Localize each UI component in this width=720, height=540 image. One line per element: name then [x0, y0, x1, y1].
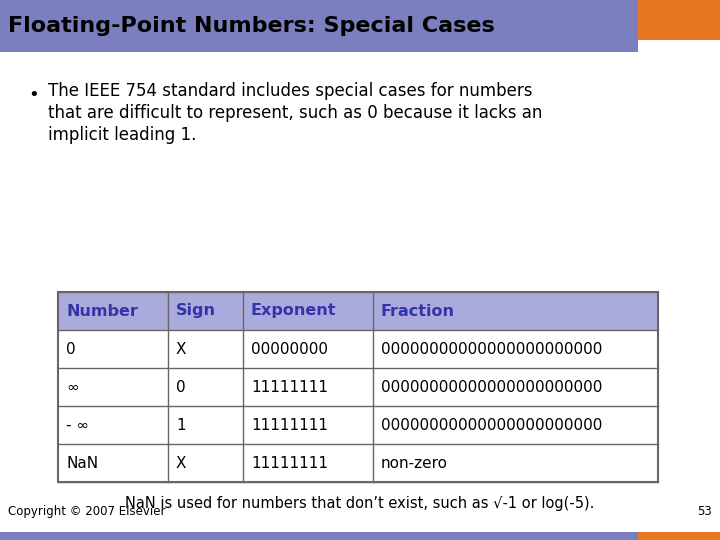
- Text: NaN is used for numbers that don’t exist, such as √-1 or log(-5).: NaN is used for numbers that don’t exist…: [125, 496, 595, 511]
- Bar: [58, 330, 658, 368]
- Text: Sign: Sign: [176, 303, 216, 319]
- Text: Copyright © 2007 Elsevier: Copyright © 2007 Elsevier: [8, 505, 166, 518]
- Text: 00000000000000000000000: 00000000000000000000000: [381, 341, 603, 356]
- Text: implicit leading 1.: implicit leading 1.: [48, 126, 197, 144]
- Bar: [0, 0, 638, 52]
- Text: Exponent: Exponent: [251, 303, 336, 319]
- Bar: [58, 292, 658, 482]
- Text: ∞: ∞: [66, 380, 78, 395]
- Text: The IEEE 754 standard includes special cases for numbers: The IEEE 754 standard includes special c…: [48, 82, 533, 100]
- Text: 00000000000000000000000: 00000000000000000000000: [381, 417, 603, 433]
- Text: non-zero: non-zero: [381, 456, 448, 470]
- Text: 00000000: 00000000: [251, 341, 328, 356]
- Text: 11111111: 11111111: [251, 380, 328, 395]
- Bar: [58, 368, 658, 406]
- Text: 11111111: 11111111: [251, 417, 328, 433]
- Text: 0: 0: [176, 380, 186, 395]
- Text: Floating-Point Numbers: Special Cases: Floating-Point Numbers: Special Cases: [8, 16, 495, 36]
- Text: 0: 0: [66, 341, 76, 356]
- Text: Number: Number: [66, 303, 138, 319]
- Text: X: X: [176, 341, 186, 356]
- Text: X: X: [176, 456, 186, 470]
- Bar: [58, 406, 658, 444]
- Bar: [638, 532, 720, 540]
- Text: 11111111: 11111111: [251, 456, 328, 470]
- Text: that are difficult to represent, such as 0 because it lacks an: that are difficult to represent, such as…: [48, 104, 542, 122]
- Text: Fraction: Fraction: [381, 303, 455, 319]
- Text: 1: 1: [176, 417, 186, 433]
- Text: 00000000000000000000000: 00000000000000000000000: [381, 380, 603, 395]
- Text: •: •: [28, 86, 39, 104]
- Bar: [58, 444, 658, 482]
- Text: 53: 53: [697, 505, 712, 518]
- Bar: [58, 292, 658, 330]
- Text: - ∞: - ∞: [66, 417, 89, 433]
- Bar: [0, 532, 638, 540]
- Text: NaN: NaN: [66, 456, 98, 470]
- Bar: [638, 0, 720, 40]
